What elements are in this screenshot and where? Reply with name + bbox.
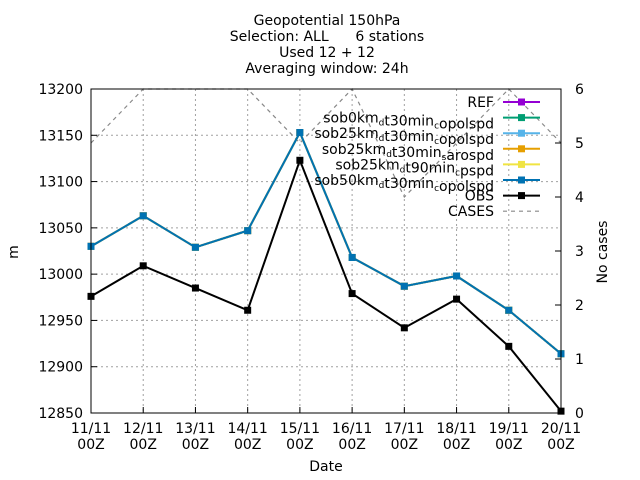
data-point <box>296 156 304 164</box>
x-tick-label: 13/11 <box>175 421 215 437</box>
data-point <box>139 212 147 220</box>
data-point <box>505 306 513 314</box>
y-tick-label: 13100 <box>38 175 83 191</box>
y-tick-label: 13050 <box>38 221 83 237</box>
x-tick-label: 00Z <box>130 437 157 453</box>
data-point <box>348 253 356 261</box>
y2-axis-label: No cases <box>595 221 611 284</box>
x-tick-label: 18/11 <box>436 421 476 437</box>
y-tick-label: 12950 <box>38 313 83 329</box>
x-tick-label: 00Z <box>234 437 261 453</box>
legend-entry: sob25kmdt30minsarospd <box>322 142 540 164</box>
x-tick-label: 00Z <box>443 437 470 453</box>
data-point <box>139 262 147 270</box>
legend-sample-marker <box>518 145 525 153</box>
chart-title: Geopotential 150hPa Selection: ALL 6 sta… <box>230 13 424 77</box>
y2-tick-label: 0 <box>575 406 584 422</box>
legend-label: OBS <box>465 189 494 205</box>
x-tick-label: 17/11 <box>384 421 424 437</box>
data-point <box>505 342 513 350</box>
series-line <box>90 130 562 355</box>
legend-sample-marker <box>518 176 525 184</box>
data-point <box>453 272 461 280</box>
y2-tick-label: 2 <box>575 298 584 314</box>
data-point <box>400 282 408 290</box>
y-tick-label: 13000 <box>38 267 83 283</box>
series-line <box>90 157 562 412</box>
legend-entry: CASES <box>448 204 540 220</box>
title-line-1: Geopotential 150hPa <box>254 13 401 29</box>
legend-sample-marker <box>518 114 525 122</box>
x-tick-label: 20/11 <box>541 421 581 437</box>
legend: REFsob0kmdt30mincopolspdsob25kmdt30minco… <box>314 95 540 220</box>
x-tick-label: 00Z <box>77 437 104 453</box>
data-point <box>296 129 304 137</box>
data-point <box>400 324 408 332</box>
y-axis-label: m <box>6 245 22 259</box>
x-tick-label: 12/11 <box>123 421 163 437</box>
y2-tick-label: 4 <box>575 190 584 206</box>
title-line-4: Averaging window: 24h <box>245 61 408 77</box>
data-point <box>453 295 461 303</box>
x-tick-label: 19/11 <box>489 421 529 437</box>
legend-entry: sob25kmdt30mincopolspd <box>314 126 540 148</box>
y-tick-label: 13200 <box>38 82 83 98</box>
x-tick-label: 00Z <box>338 437 365 453</box>
legend-sample-marker <box>518 129 525 137</box>
x-axis-label: Date <box>309 459 342 475</box>
x-tick-label: 00Z <box>547 437 574 453</box>
y-tick-label: 12900 <box>38 360 83 376</box>
legend-label: sob0kmdt30mincopolspd <box>323 111 494 133</box>
title-line-3: Used 12 + 12 <box>279 45 375 61</box>
axis-ticks: 1285012900129501300013050131001315013200… <box>38 82 584 453</box>
legend-entry: sob25kmdt90mincpspd <box>335 157 540 179</box>
series-obs <box>87 156 565 415</box>
legend-entry: OBS <box>465 189 540 205</box>
legend-sample-marker <box>518 160 525 168</box>
y-tick-label: 13150 <box>38 128 83 144</box>
y2-tick-label: 3 <box>575 244 584 260</box>
legend-entry: sob0kmdt30mincopolspd <box>323 111 540 133</box>
data-point <box>191 284 199 292</box>
legend-label: sob25kmdt30minsarospd <box>322 142 494 164</box>
legend-entry: REF <box>467 95 540 111</box>
title-line-2: Selection: ALL 6 stations <box>230 29 424 45</box>
legend-label: sob25kmdt30mincopolspd <box>314 126 494 148</box>
x-tick-label: 11/11 <box>71 421 111 437</box>
y2-tick-label: 1 <box>575 352 584 368</box>
data-point <box>191 243 199 251</box>
x-tick-label: 00Z <box>495 437 522 453</box>
series-line <box>90 87 562 199</box>
x-tick-label: 00Z <box>286 437 313 453</box>
legend-label: REF <box>467 95 494 111</box>
legend-label: sob50kmdt30mincopolspd <box>314 173 494 195</box>
data-point <box>348 290 356 298</box>
series-cases <box>90 87 562 199</box>
data-point <box>244 306 252 314</box>
x-tick-label: 00Z <box>391 437 418 453</box>
y2-tick-label: 5 <box>575 136 584 152</box>
x-tick-label: 14/11 <box>227 421 267 437</box>
x-tick-label: 16/11 <box>332 421 372 437</box>
legend-label: CASES <box>448 204 494 220</box>
y-tick-label: 12850 <box>38 406 83 422</box>
data-point <box>244 227 252 235</box>
x-tick-label: 15/11 <box>280 421 320 437</box>
legend-sample-marker <box>518 98 525 106</box>
y2-tick-label: 6 <box>575 82 584 98</box>
legend-entry: sob50kmdt30mincopolspd <box>314 173 540 195</box>
x-tick-label: 00Z <box>182 437 209 453</box>
legend-sample-marker <box>518 192 525 200</box>
legend-label: sob25kmdt90mincpspd <box>335 157 494 179</box>
